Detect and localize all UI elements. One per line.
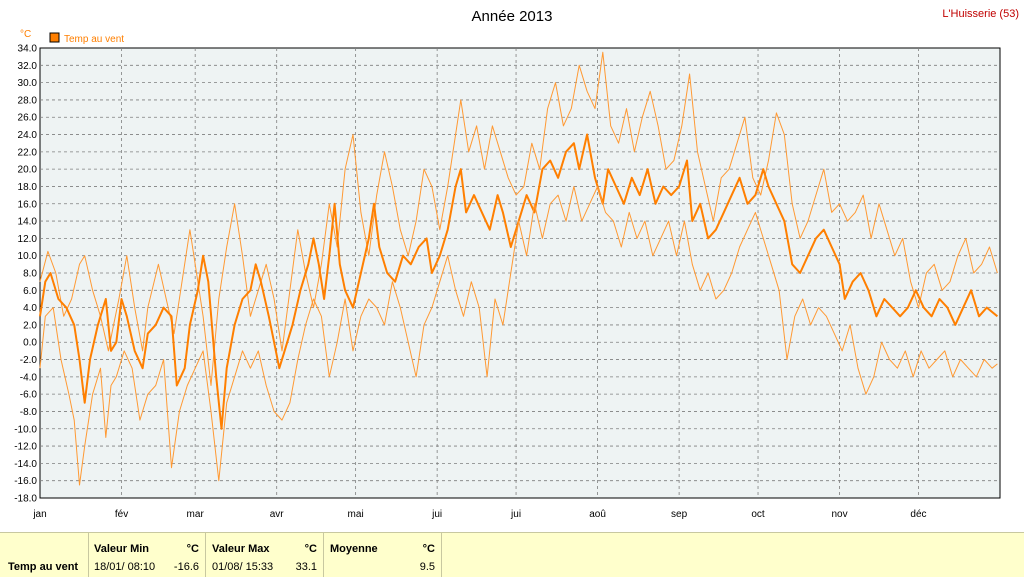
avg-unit: °C bbox=[422, 543, 435, 555]
y-tick-label: -2.0 bbox=[20, 355, 38, 366]
min-unit: °C bbox=[186, 543, 199, 555]
y-tick-label: -4.0 bbox=[20, 372, 38, 383]
y-tick-label: -10.0 bbox=[14, 424, 37, 435]
y-tick-label: -16.0 bbox=[14, 476, 37, 487]
y-tick-label: 34.0 bbox=[18, 44, 38, 55]
stats-avg-cell: Moyenne °C 9.5 bbox=[324, 533, 442, 577]
stats-panel: Temp au vent Valeur Min °C 18/01/ 08:10 … bbox=[0, 532, 1024, 577]
x-tick-label: mar bbox=[187, 509, 205, 520]
min-value: -16.6 bbox=[173, 561, 199, 573]
y-tick-label: 18.0 bbox=[18, 182, 38, 193]
x-tick-label: jui bbox=[510, 509, 521, 520]
y-tick-label: 12.0 bbox=[18, 234, 38, 245]
y-tick-label: 16.0 bbox=[18, 199, 38, 210]
y-tick-label: 8.0 bbox=[23, 269, 37, 280]
y-tick-label: 2.0 bbox=[23, 320, 37, 331]
y-tick-label: 26.0 bbox=[18, 113, 38, 124]
stats-max-cell: Valeur Max °C 01/08/ 15:33 33.1 bbox=[206, 533, 324, 577]
x-tick-label: nov bbox=[831, 509, 847, 520]
x-axis-ticks: jan fév mar avr mai jui jui aoû sep oct nov déc bbox=[32, 509, 926, 520]
stats-row-label: Temp au vent bbox=[8, 561, 79, 573]
y-tick-label: 24.0 bbox=[18, 130, 38, 141]
y-tick-label: -6.0 bbox=[20, 390, 38, 401]
x-tick-label: mai bbox=[348, 509, 364, 520]
avg-header: Moyenne bbox=[330, 543, 378, 555]
y-tick-label: 28.0 bbox=[18, 95, 38, 106]
y-tick-label: -12.0 bbox=[14, 442, 37, 453]
station-name: L'Huisserie (53) bbox=[942, 8, 1019, 20]
min-header: Valeur Min bbox=[94, 543, 150, 555]
x-tick-label: oct bbox=[751, 509, 765, 520]
y-tick-label: -14.0 bbox=[14, 459, 37, 470]
y-tick-label: 20.0 bbox=[18, 165, 38, 176]
x-tick-label: avr bbox=[270, 509, 285, 520]
temperature-chart: Année 2013 L'Huisserie (53) °C -18.0 -16.… bbox=[14, 8, 1019, 520]
y-axis-ticks: -18.0 -16.0 -14.0 -12.0 -10.0 -8.0 -6.0 -4.0 -2.… bbox=[14, 44, 37, 505]
legend-label: Temp au vent bbox=[64, 34, 124, 45]
stats-label-cell: Temp au vent bbox=[0, 533, 89, 577]
y-tick-label: 6.0 bbox=[23, 286, 37, 297]
series-line-min bbox=[39, 186, 998, 486]
y-tick-label: 10.0 bbox=[18, 251, 38, 262]
y-tick-label: 22.0 bbox=[18, 147, 38, 158]
max-value: 33.1 bbox=[295, 561, 317, 573]
y-axis-unit: °C bbox=[20, 29, 31, 40]
series-lines bbox=[39, 51, 999, 486]
x-tick-label: sep bbox=[671, 509, 688, 520]
legend-swatch bbox=[49, 32, 60, 43]
y-tick-label: 14.0 bbox=[18, 217, 38, 228]
chart-title: Année 2013 bbox=[472, 8, 553, 25]
x-tick-label: fév bbox=[115, 509, 128, 520]
x-tick-label: jan bbox=[32, 509, 46, 520]
series-line-max bbox=[39, 51, 998, 386]
x-tick-label: aoû bbox=[589, 509, 606, 520]
y-tick-label: 0.0 bbox=[23, 338, 37, 349]
avg-value: 9.5 bbox=[419, 561, 435, 573]
y-tick-label: -8.0 bbox=[20, 407, 38, 418]
series-line-mean bbox=[39, 133, 999, 430]
legend: Temp au vent bbox=[49, 32, 124, 45]
x-tick-label: déc bbox=[910, 509, 926, 520]
x-tick-label: jui bbox=[431, 509, 442, 520]
y-tick-label: 4.0 bbox=[23, 303, 37, 314]
max-header: Valeur Max bbox=[212, 543, 270, 555]
grid-lines bbox=[40, 48, 1000, 498]
y-tick-label: 30.0 bbox=[18, 78, 38, 89]
max-datetime: 01/08/ 15:33 bbox=[212, 561, 274, 573]
max-unit: °C bbox=[304, 543, 317, 555]
y-tick-label: -18.0 bbox=[14, 494, 37, 505]
y-tick-label: 32.0 bbox=[18, 61, 38, 72]
min-datetime: 18/01/ 08:10 bbox=[94, 561, 156, 573]
stats-min-cell: Valeur Min °C 18/01/ 08:10 -16.6 bbox=[88, 533, 206, 577]
